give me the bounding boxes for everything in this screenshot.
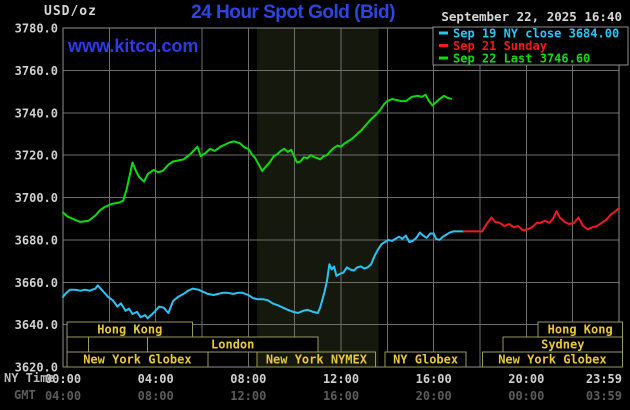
legend-swatch (439, 44, 448, 47)
x-tick-gmt: 03:59 (586, 389, 622, 403)
gmt-axis-label: GMT (14, 388, 36, 402)
x-tick-ny-time: 12:00 (323, 372, 359, 386)
y-tick-label: 3720.0 (15, 149, 58, 163)
x-tick-gmt: 16:00 (323, 389, 359, 403)
x-tick-gmt: 08:00 (138, 389, 174, 403)
session-box (481, 351, 623, 368)
y-tick-label: 3760.0 (15, 64, 58, 78)
session-label: Sydney (541, 338, 584, 352)
x-tick-ny-time: 20:00 (508, 372, 544, 386)
x-tick-gmt: 20:00 (416, 389, 452, 403)
y-tick-label: 3660.0 (15, 276, 58, 290)
session-label: London (211, 338, 254, 352)
datetime-label: September 22, 2025 16:40 (441, 9, 622, 24)
x-tick-gmt: 00:00 (508, 389, 544, 403)
x-tick-ny-time: 08:00 (230, 372, 266, 386)
y-tick-label: 3780.0 (15, 22, 58, 36)
y-tick-label: 3620.0 (15, 361, 58, 375)
x-tick-ny-time: 04:00 (138, 372, 174, 386)
x-tick-ny-time: 00:00 (45, 372, 81, 386)
session-box (66, 351, 209, 368)
x-tick-ny-time: 16:00 (416, 372, 452, 386)
session-box (384, 351, 467, 368)
x-tick-gmt: 12:00 (230, 389, 266, 403)
legend-box (432, 26, 629, 66)
y-tick-label: 3640.0 (15, 318, 58, 332)
session-box (88, 336, 149, 353)
legend-label: Sep 21 Sunday (453, 39, 547, 53)
page-title: 24 Hour Spot Gold (Bid) (191, 2, 395, 23)
kitco-watermark: www.kitco.com (68, 36, 199, 56)
legend-label: Sep 22 Last 3746.60 (453, 52, 590, 66)
y-tick-label: 3740.0 (15, 106, 58, 120)
legend-label: Sep 19 NY close 3684.00 (453, 27, 619, 41)
x-tick-gmt: 04:00 (45, 389, 81, 403)
series-line-sep21 (462, 207, 620, 233)
session-box (147, 336, 319, 353)
session-box (66, 336, 89, 353)
legend-swatch (439, 56, 448, 60)
session-label: NY Globex (393, 353, 458, 367)
session-label: Hong Kong (97, 323, 162, 337)
session-label: New York Globex (498, 353, 606, 367)
series-line-sep22 (62, 93, 452, 223)
legend-swatch (439, 31, 448, 35)
x-tick-ny-time: 23:59 (586, 372, 622, 386)
session-label: Hong Kong (548, 323, 613, 337)
ny-time-axis-label: NY Time (4, 371, 55, 385)
y-tick-label: 3680.0 (15, 233, 58, 247)
session-label: New York NYMEX (266, 353, 368, 367)
session-label: New York Globex (83, 353, 191, 367)
y-tick-label: 3700.0 (15, 191, 58, 205)
session-box (256, 351, 377, 368)
series-line-sep19 (62, 230, 465, 320)
unit-label: USD/oz (44, 4, 97, 19)
